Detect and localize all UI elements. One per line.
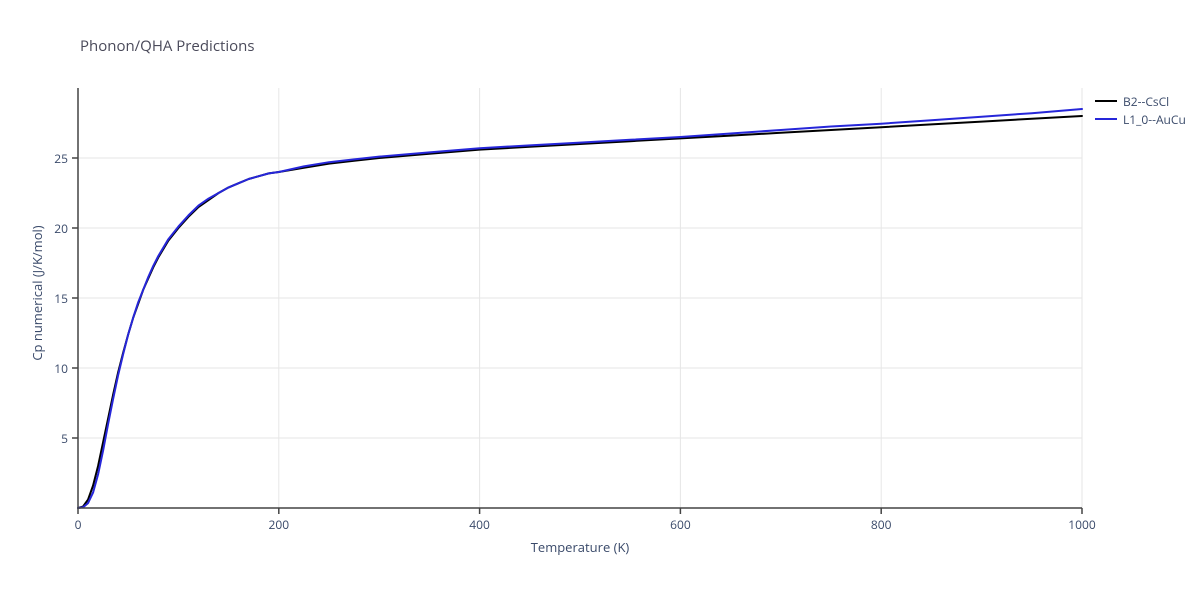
plot-svg[interactable] [0, 0, 1200, 600]
chart-container: Phonon/QHA Predictions Temperature (K) C… [0, 0, 1200, 600]
legend-item-0[interactable]: B2--CsCl [1095, 92, 1186, 110]
y-axis-label: Cp numerical (J/K/mol) [28, 213, 46, 373]
x-tick-label: 200 [264, 516, 294, 533]
x-tick-label: 0 [63, 516, 93, 533]
y-tick-label: 5 [61, 430, 68, 447]
legend-swatch-icon [1095, 100, 1117, 102]
y-tick-label: 10 [54, 360, 68, 377]
legend-swatch-icon [1095, 118, 1117, 120]
legend-label: B2--CsCl [1123, 93, 1169, 110]
legend[interactable]: B2--CsClL1_0--AuCu [1095, 92, 1186, 128]
y-tick-label: 15 [54, 290, 68, 307]
series-line-1[interactable] [78, 109, 1082, 508]
legend-label: L1_0--AuCu [1123, 111, 1186, 128]
x-tick-label: 600 [665, 516, 695, 533]
x-tick-label: 800 [866, 516, 896, 533]
x-tick-label: 400 [465, 516, 495, 533]
x-tick-label: 1000 [1067, 516, 1097, 533]
y-tick-label: 25 [54, 150, 68, 167]
legend-item-1[interactable]: L1_0--AuCu [1095, 110, 1186, 128]
x-axis-label: Temperature (K) [78, 538, 1082, 556]
series-line-0[interactable] [78, 116, 1082, 508]
y-tick-label: 20 [54, 220, 68, 237]
